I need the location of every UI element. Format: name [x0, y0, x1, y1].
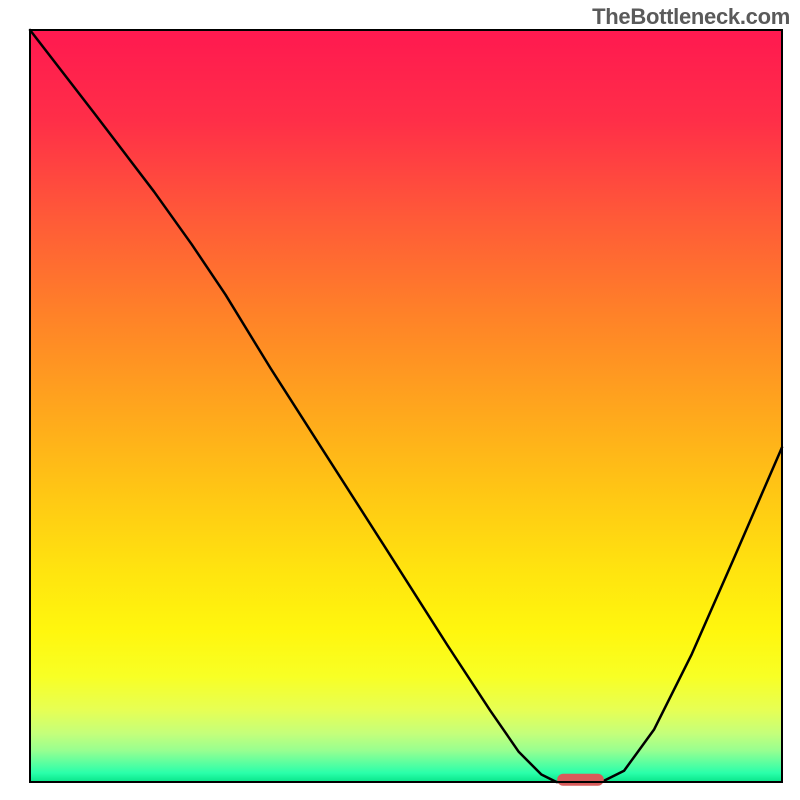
- bottleneck-chart: [0, 0, 800, 800]
- chart-container: TheBottleneck.com: [0, 0, 800, 800]
- watermark-text: TheBottleneck.com: [592, 4, 790, 30]
- optimal-marker: [557, 774, 604, 786]
- gradient-background: [30, 30, 782, 782]
